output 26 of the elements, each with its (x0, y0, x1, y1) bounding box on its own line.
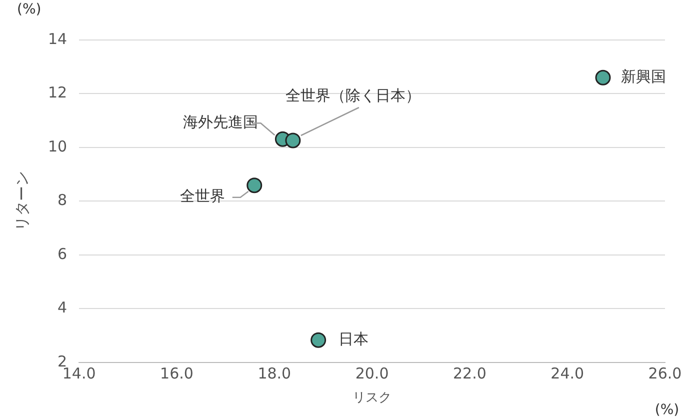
text: (%) (654, 402, 680, 418)
annotation: 海外先進国 (183, 113, 258, 132)
annotation: 新興国 (620, 68, 666, 86)
annotation: 全世界 (180, 187, 225, 206)
y-tick-label: 12 (48, 84, 68, 102)
x-tick-label: 20.0 (355, 364, 389, 382)
x-tick-label: 18.0 (258, 364, 292, 382)
x-tick-label: 24.0 (550, 364, 584, 382)
annotation: 日本 (338, 330, 368, 348)
point (310, 332, 326, 348)
y-tick-label: 10 (48, 137, 68, 156)
y-tick-label: 6 (58, 244, 68, 263)
y-tick-label: 8 (58, 191, 68, 210)
point (285, 132, 301, 148)
text: (%) (16, 2, 42, 18)
x-tick-label: 14.0 (62, 364, 96, 382)
x-axis-title: リスク (352, 390, 392, 406)
point (595, 70, 611, 86)
x-tick-label: 22.0 (452, 364, 486, 382)
y-axis-title: リターン (12, 171, 31, 232)
x-tick-label: 16.0 (160, 364, 194, 382)
y-tick-label: 4 (58, 298, 68, 317)
x-tick-label: 26.0 (648, 364, 682, 382)
point (246, 178, 262, 194)
annotation: 全世界（除く日本） (285, 86, 420, 104)
y-tick-label: 14 (48, 30, 68, 48)
